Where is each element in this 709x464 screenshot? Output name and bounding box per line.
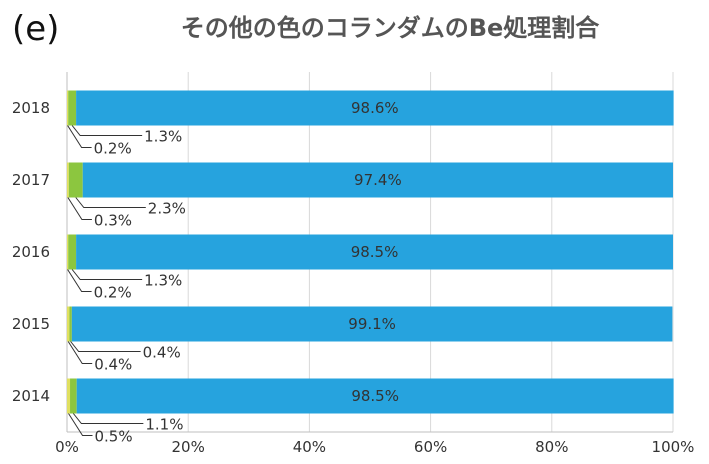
x-tick-label: 80% [535, 438, 568, 456]
leader-line [67, 197, 92, 220]
segment-value-label: 0.3% [94, 212, 132, 230]
leader-line [71, 125, 143, 136]
panel-label: (e) [12, 9, 60, 49]
bar-value-label: 99.1% [348, 315, 396, 333]
bar-segment-1 [67, 234, 69, 270]
chart-title: その他の色のコランダムのBe処理割合 [180, 14, 600, 42]
bar-segment-2 [69, 306, 72, 342]
x-tick-label: 40% [293, 438, 326, 456]
bar-segment-3 [76, 90, 674, 126]
segment-value-label: 0.4% [94, 356, 132, 374]
segment-value-label: 0.2% [94, 284, 132, 302]
x-tick-label: 100% [652, 438, 695, 456]
bar-segment-2 [68, 234, 77, 270]
bar-segment-3 [76, 378, 674, 414]
leader-line [75, 197, 146, 208]
category-label: 2016 [12, 243, 50, 261]
leader-line [72, 413, 144, 424]
bar-value-label: 97.4% [354, 171, 402, 189]
leader-line [67, 341, 93, 364]
bar-segment-1 [67, 378, 71, 414]
leader-line [71, 269, 143, 280]
leader-line [67, 125, 92, 148]
leader-line [70, 341, 141, 352]
bar-segment-3 [71, 306, 673, 342]
bar-segment-3 [76, 234, 674, 270]
bar-value-label: 98.6% [351, 99, 399, 117]
category-label: 2017 [12, 171, 50, 189]
segment-value-label: 0.2% [94, 140, 132, 158]
bar-segment-3 [82, 162, 674, 198]
bar-segment-2 [70, 378, 77, 414]
bar-value-label: 98.5% [351, 243, 399, 261]
bar-segment-2 [68, 162, 83, 198]
segment-value-label: 1.3% [144, 128, 182, 146]
leader-line [67, 269, 92, 292]
segment-value-label: 1.3% [144, 272, 182, 290]
bar-value-label: 98.5% [351, 387, 399, 405]
leader-line [68, 413, 93, 436]
segment-value-label: 1.1% [145, 416, 183, 434]
x-tick-label: 60% [414, 438, 447, 456]
segment-value-label: 2.3% [148, 200, 186, 218]
x-tick-label: 0% [55, 438, 79, 456]
bar-segment-1 [67, 306, 70, 342]
bar-segment-1 [67, 90, 69, 126]
x-tick-label: 20% [172, 438, 205, 456]
segment-value-label: 0.5% [95, 428, 133, 446]
bar-segment-1 [67, 162, 69, 198]
category-label: 2014 [12, 387, 50, 405]
category-label: 2018 [12, 99, 50, 117]
category-label: 2015 [12, 315, 50, 333]
segment-value-label: 0.4% [143, 344, 181, 362]
bar-segment-2 [68, 90, 77, 126]
